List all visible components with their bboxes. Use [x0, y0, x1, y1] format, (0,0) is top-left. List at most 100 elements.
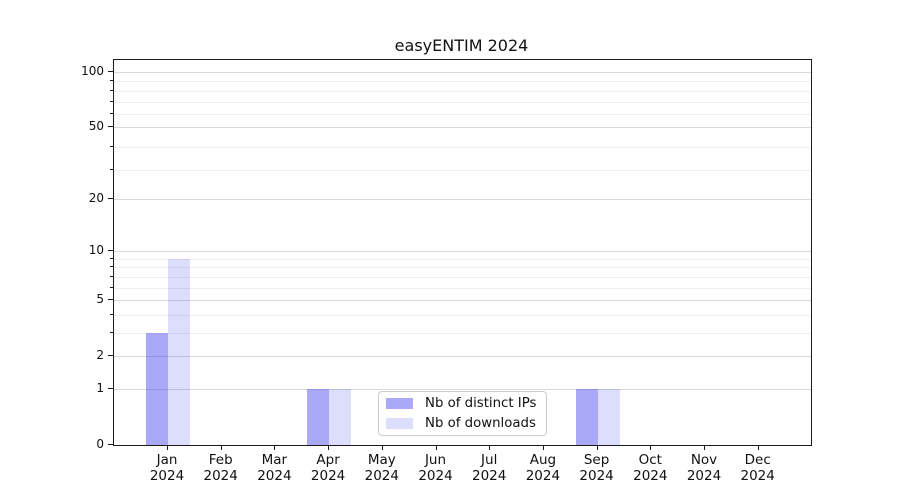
y-tick-label: 1 [96, 380, 104, 395]
grid-line-minor [114, 258, 811, 260]
x-tick-month: Oct [638, 452, 662, 468]
y-tick-minor [110, 145, 113, 147]
y-tick [108, 126, 113, 128]
x-tick-year: 2024 [149, 468, 185, 484]
x-tick-label: Feb 2024 [186, 452, 256, 484]
y-tick-minor [110, 275, 113, 277]
grid-line-minor [114, 101, 811, 103]
x-tick [381, 445, 383, 450]
y-tick-label: 2 [96, 348, 104, 363]
legend-entry: Nb of downloads [386, 416, 536, 431]
x-tick-label: Sep 2024 [562, 452, 632, 484]
y-tick-minor [110, 313, 113, 315]
x-tick-label: Nov 2024 [669, 452, 739, 484]
y-tick-minor [110, 331, 113, 333]
x-tick-label: Jan 2024 [132, 452, 202, 484]
x-tick-label: Oct 2024 [615, 452, 685, 484]
x-tick-year: 2024 [257, 468, 292, 484]
x-tick [328, 445, 330, 450]
legend-swatch-downloads [386, 418, 413, 429]
x-tick-label: Jun 2024 [401, 452, 471, 484]
y-tick-minor [110, 80, 113, 82]
y-tick-label: 0 [96, 437, 104, 451]
y-tick-minor [110, 266, 113, 268]
plot-area [113, 59, 812, 446]
y-tick-minor [110, 169, 113, 171]
grid-line-minor [114, 267, 811, 269]
y-tick-label: 5 [96, 292, 104, 307]
grid-line-minor [114, 276, 811, 278]
bar-jan-ips [146, 332, 168, 445]
x-tick-month: Jun [424, 452, 447, 468]
grid-line-major [114, 388, 811, 390]
y-tick-minor [110, 100, 113, 102]
x-tick-year: 2024 [310, 468, 346, 484]
x-tick-year: 2024 [740, 468, 775, 484]
x-tick-month: Nov [690, 452, 718, 468]
x-tick-label: Apr 2024 [293, 452, 363, 484]
x-tick-year: 2024 [579, 468, 614, 484]
y-tick-label: 100 [81, 63, 104, 78]
y-tick [108, 70, 113, 72]
x-tick-label: Dec 2024 [723, 452, 793, 484]
x-tick-year: 2024 [633, 468, 668, 484]
x-tick-year: 2024 [418, 468, 453, 484]
bar-apr-downloads [329, 388, 352, 445]
y-tick-minor [110, 112, 113, 114]
bar-jan-downloads [168, 258, 190, 445]
x-tick [274, 445, 276, 450]
x-tick-month: Sep [583, 452, 610, 468]
bar-sep-downloads [597, 388, 620, 445]
x-tick-year: 2024 [472, 468, 507, 484]
grid-line-major [114, 300, 811, 302]
y-tick-minor [110, 89, 113, 91]
x-tick [435, 445, 437, 450]
chart-title: easyENTIM 2024 [394, 36, 529, 55]
grid-line-major [114, 356, 811, 358]
x-tick [650, 445, 652, 450]
x-tick-month: Aug [529, 452, 557, 468]
legend-label: Nb of distinct IPs [425, 396, 537, 411]
y-tick-minor [110, 257, 113, 259]
legend: Nb of distinct IPs Nb of downloads [378, 391, 548, 436]
grid-line-minor [114, 332, 811, 334]
x-tick [167, 445, 168, 450]
y-tick-label: 10 [88, 243, 104, 258]
x-tick-label: Jul 2024 [454, 452, 524, 484]
x-tick-year: 2024 [686, 468, 722, 484]
x-tick [220, 445, 222, 450]
grid-line-minor [114, 113, 811, 115]
y-tick [108, 299, 113, 301]
grid-line-major [114, 198, 811, 200]
y-tick [108, 355, 113, 357]
grid-line-minor [114, 146, 811, 148]
x-tick [489, 445, 491, 450]
y-tick-label: 50 [88, 119, 104, 134]
grid-line-major [114, 251, 811, 253]
x-tick-year: 2024 [525, 468, 561, 484]
x-tick [704, 445, 705, 450]
y-tick-label: 20 [88, 190, 104, 205]
grid-line-minor [114, 81, 811, 83]
x-tick-label: Aug 2024 [508, 452, 578, 484]
legend-swatch-distinct-ips [386, 398, 413, 409]
y-tick [108, 197, 113, 199]
x-tick-year: 2024 [364, 468, 399, 484]
x-tick-month: Feb [208, 452, 233, 468]
x-tick-month: Mar [261, 452, 288, 468]
bar-apr-ips [307, 388, 330, 445]
grid-line-minor [114, 314, 811, 316]
legend-label: Nb of downloads [425, 416, 536, 431]
legend-entry: Nb of distinct IPs [386, 396, 536, 411]
x-tick-label: May 2024 [347, 452, 417, 484]
x-tick [596, 445, 598, 450]
y-tick [108, 387, 113, 389]
x-tick-month: May [367, 452, 396, 468]
grid-line-minor [114, 287, 811, 289]
grid-line-minor [114, 170, 811, 172]
x-tick-month: Dec [744, 452, 771, 468]
y-tick-minor [110, 286, 113, 288]
x-tick [542, 445, 544, 450]
y-tick [108, 444, 113, 445]
